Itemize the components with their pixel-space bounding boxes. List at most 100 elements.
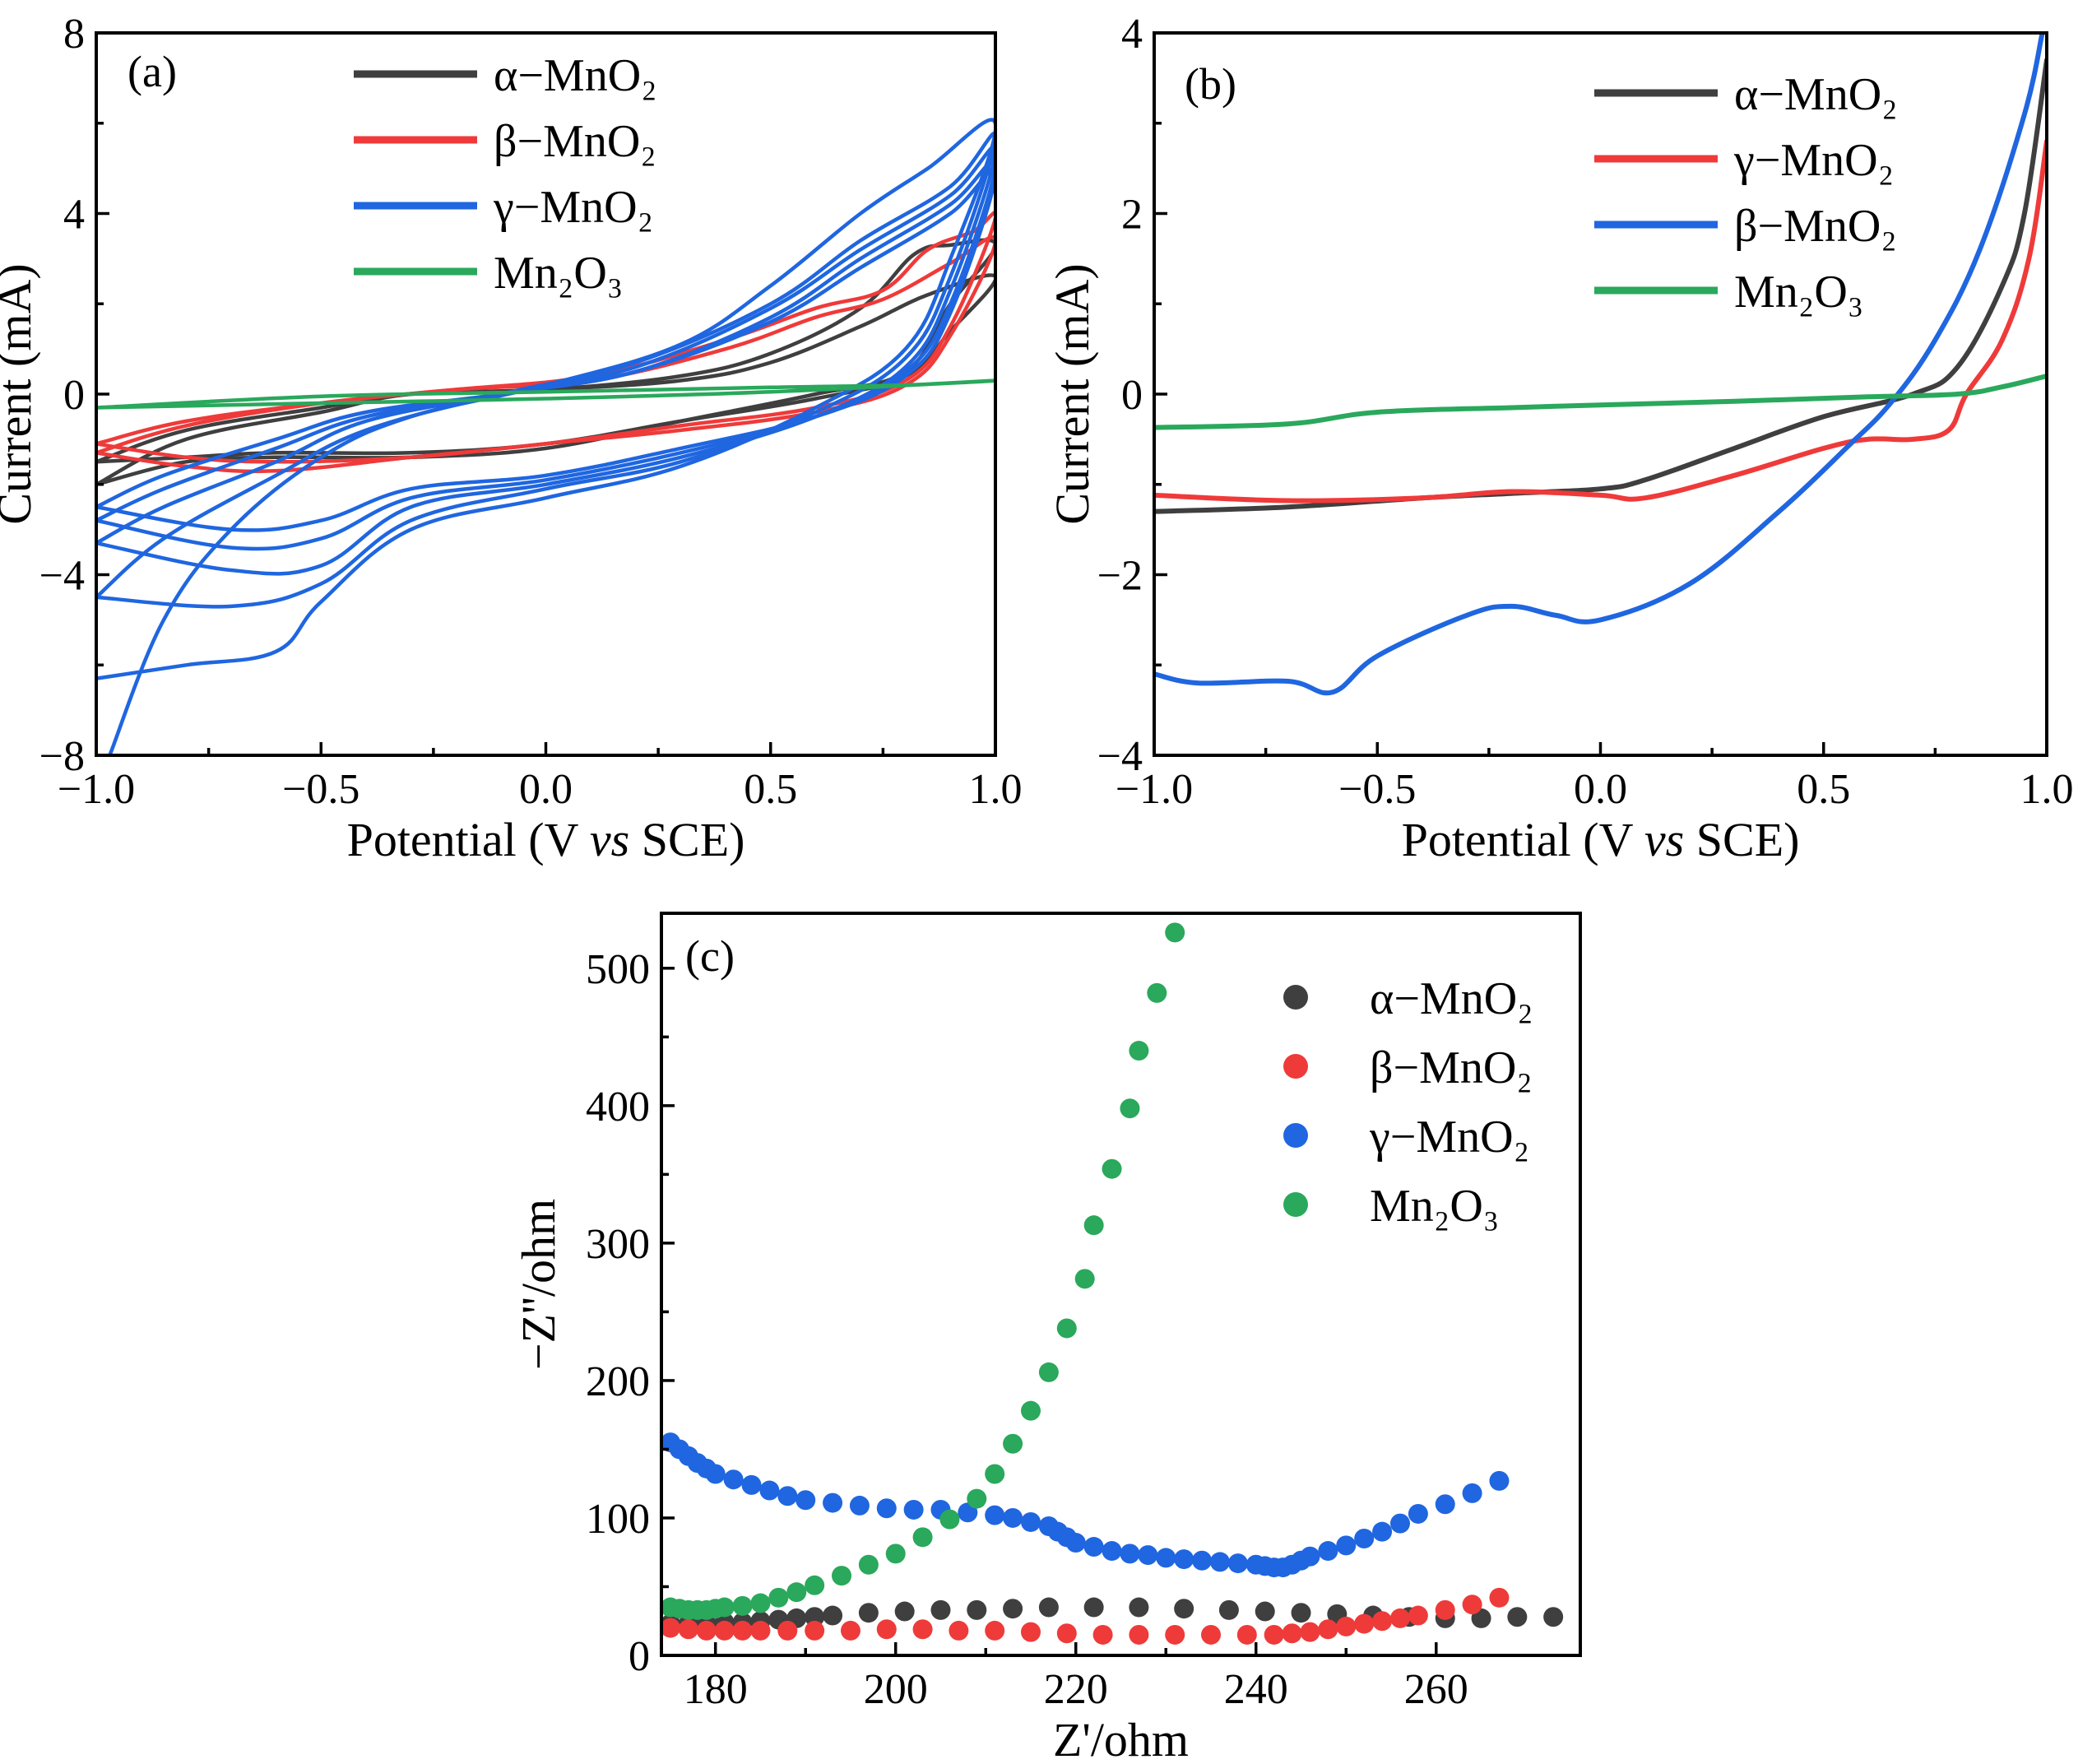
legend-label: γ−MnO₂	[1733, 135, 1894, 186]
series-c-gamma-point	[1209, 1552, 1230, 1572]
series-c-mn2o3-point	[912, 1527, 933, 1548]
series-c-beta-point	[1372, 1611, 1393, 1632]
series-c-mn2o3-point	[786, 1582, 807, 1603]
y-tick-label: 500	[586, 946, 650, 993]
series-c-beta-point	[696, 1620, 717, 1641]
legend-b: α−MnO₂ γ−MnO₂ β−MnO₂ Mn₂O₃	[1594, 69, 1898, 318]
series-c-gamma-point	[1372, 1521, 1393, 1542]
series-c-gamma-point	[1120, 1544, 1140, 1564]
y-tick-label: 0	[629, 1633, 650, 1680]
series-c-mn2o3-point	[1083, 1215, 1104, 1236]
series-c-mn2o3-point	[939, 1509, 960, 1530]
series-c-mn2o3-point	[1074, 1269, 1095, 1289]
series-c-gamma-point	[1003, 1507, 1023, 1528]
series-c-gamma-point	[1354, 1529, 1375, 1549]
series-c-mn2o3-point	[1056, 1318, 1077, 1339]
legend-marker	[1283, 985, 1308, 1010]
y-tick-label: 4	[63, 192, 85, 239]
x-tick-label: 0.5	[744, 766, 797, 813]
x-tick-label: −0.5	[1338, 766, 1416, 813]
series-c-beta-point	[1489, 1587, 1510, 1608]
series-c-gamma-point	[1020, 1511, 1041, 1532]
series-c-beta-point	[949, 1620, 969, 1641]
series-c-beta-point	[1056, 1623, 1077, 1644]
x-tick-label: 0.5	[1797, 766, 1850, 813]
series-c-beta-point	[840, 1620, 860, 1641]
series-c-beta-point	[1020, 1622, 1041, 1642]
plot-area-b	[1154, 33, 2047, 696]
legend-label: β−MnO₂	[494, 116, 656, 167]
series-c-beta-point	[1462, 1595, 1482, 1615]
legend-marker	[1283, 1192, 1308, 1217]
series-c-beta-point	[805, 1620, 825, 1641]
legend-label: α−MnO₂	[1734, 69, 1898, 120]
series-c-gamma-point	[876, 1498, 897, 1519]
x-tick-label: 1.0	[2020, 766, 2074, 813]
legend-label: Mn₂O₃	[1734, 267, 1863, 318]
series-c-mn2o3-point	[714, 1597, 735, 1618]
series-c-alpha-point	[1255, 1601, 1275, 1622]
series-c-gamma-point	[741, 1474, 762, 1495]
series-c-gamma-point	[1174, 1549, 1194, 1570]
series-c-gamma-point	[1336, 1535, 1357, 1556]
series-c-beta-point	[661, 1618, 680, 1638]
series-a-mn2o3	[96, 378, 995, 410]
legend-label: Mn₂O₃	[1370, 1181, 1499, 1232]
legend-label: α−MnO₂	[1370, 973, 1533, 1024]
series-c-gamma-point	[1192, 1550, 1213, 1571]
x-tick-label: −1.0	[1116, 766, 1193, 813]
series-c-gamma-point	[1138, 1545, 1158, 1566]
y-tick-label: 400	[586, 1084, 650, 1130]
series-c-mn2o3-point	[1147, 982, 1167, 1003]
series-c-beta-point	[1354, 1613, 1375, 1634]
series-c-gamma-point	[1435, 1494, 1455, 1515]
series-c-mn2o3-point	[732, 1595, 753, 1616]
series-c-gamma-point	[1389, 1513, 1410, 1534]
series-a-alpha-cycle-2	[96, 273, 995, 464]
y-axis-label-c: −Z''/ohm	[512, 1199, 565, 1370]
series-c-beta-point	[678, 1619, 698, 1640]
legend-label: γ−MnO₂	[1369, 1112, 1529, 1163]
series-c-gamma-point	[705, 1464, 726, 1484]
y-axis-label-a: Current (mA)	[0, 263, 41, 524]
y-tick-label: −2	[1097, 553, 1143, 600]
series-b-beta-line	[1154, 138, 2047, 504]
series-c-mn2o3-point	[1129, 1041, 1149, 1061]
series-c-alpha-point	[858, 1603, 879, 1623]
series-b-gamma	[1154, 33, 2045, 696]
legend-marker	[1283, 1054, 1308, 1079]
panel-b: −1.0 −0.5 0.0 0.5 1.0 −4 −2 0 2 4 Potential (V vs …	[1046, 11, 2074, 866]
series-c-beta-point	[876, 1619, 897, 1640]
y-tick-label: 300	[586, 1221, 650, 1268]
series-c-gamma-point	[985, 1505, 1005, 1525]
series-c-mn2o3-point	[985, 1464, 1005, 1484]
y-axis-label-b: Current (mA)	[1046, 263, 1099, 524]
series-a-gamma-cycle-1	[96, 118, 995, 755]
series-c-alpha-point	[1543, 1607, 1564, 1627]
series-c-mn2o3-point	[1003, 1433, 1023, 1454]
plot-area-c	[661, 922, 1564, 1645]
series-c-mn2o3-point	[858, 1554, 879, 1575]
series-c-beta-point	[1165, 1624, 1185, 1645]
series-c-beta-point	[1336, 1616, 1357, 1636]
y-tick-label: −8	[39, 733, 85, 780]
series-b-alpha	[1154, 57, 2047, 514]
series-c-mn2o3-point	[768, 1587, 789, 1608]
series-c-beta-point	[1408, 1605, 1428, 1626]
series-c-gamma	[661, 1432, 1510, 1578]
series-c-gamma-point	[1156, 1548, 1176, 1568]
series-c-gamma-point	[1065, 1533, 1086, 1553]
series-c-mn2o3-point	[832, 1566, 852, 1586]
series-c-gamma-point	[1083, 1537, 1104, 1557]
series-c-gamma-point	[796, 1490, 816, 1511]
series-c-alpha-point	[823, 1605, 843, 1626]
series-c-mn2o3-point	[750, 1593, 771, 1613]
series-c-alpha-point	[1174, 1599, 1194, 1619]
series-c-gamma-point	[849, 1495, 870, 1516]
series-c-gamma-point	[1408, 1503, 1428, 1524]
series-c-gamma-point	[903, 1499, 924, 1520]
series-c-alpha-point	[805, 1607, 825, 1627]
x-tick-label: 260	[1404, 1666, 1468, 1713]
series-c-alpha-point	[1038, 1597, 1059, 1618]
series-c-alpha-point	[967, 1599, 987, 1620]
